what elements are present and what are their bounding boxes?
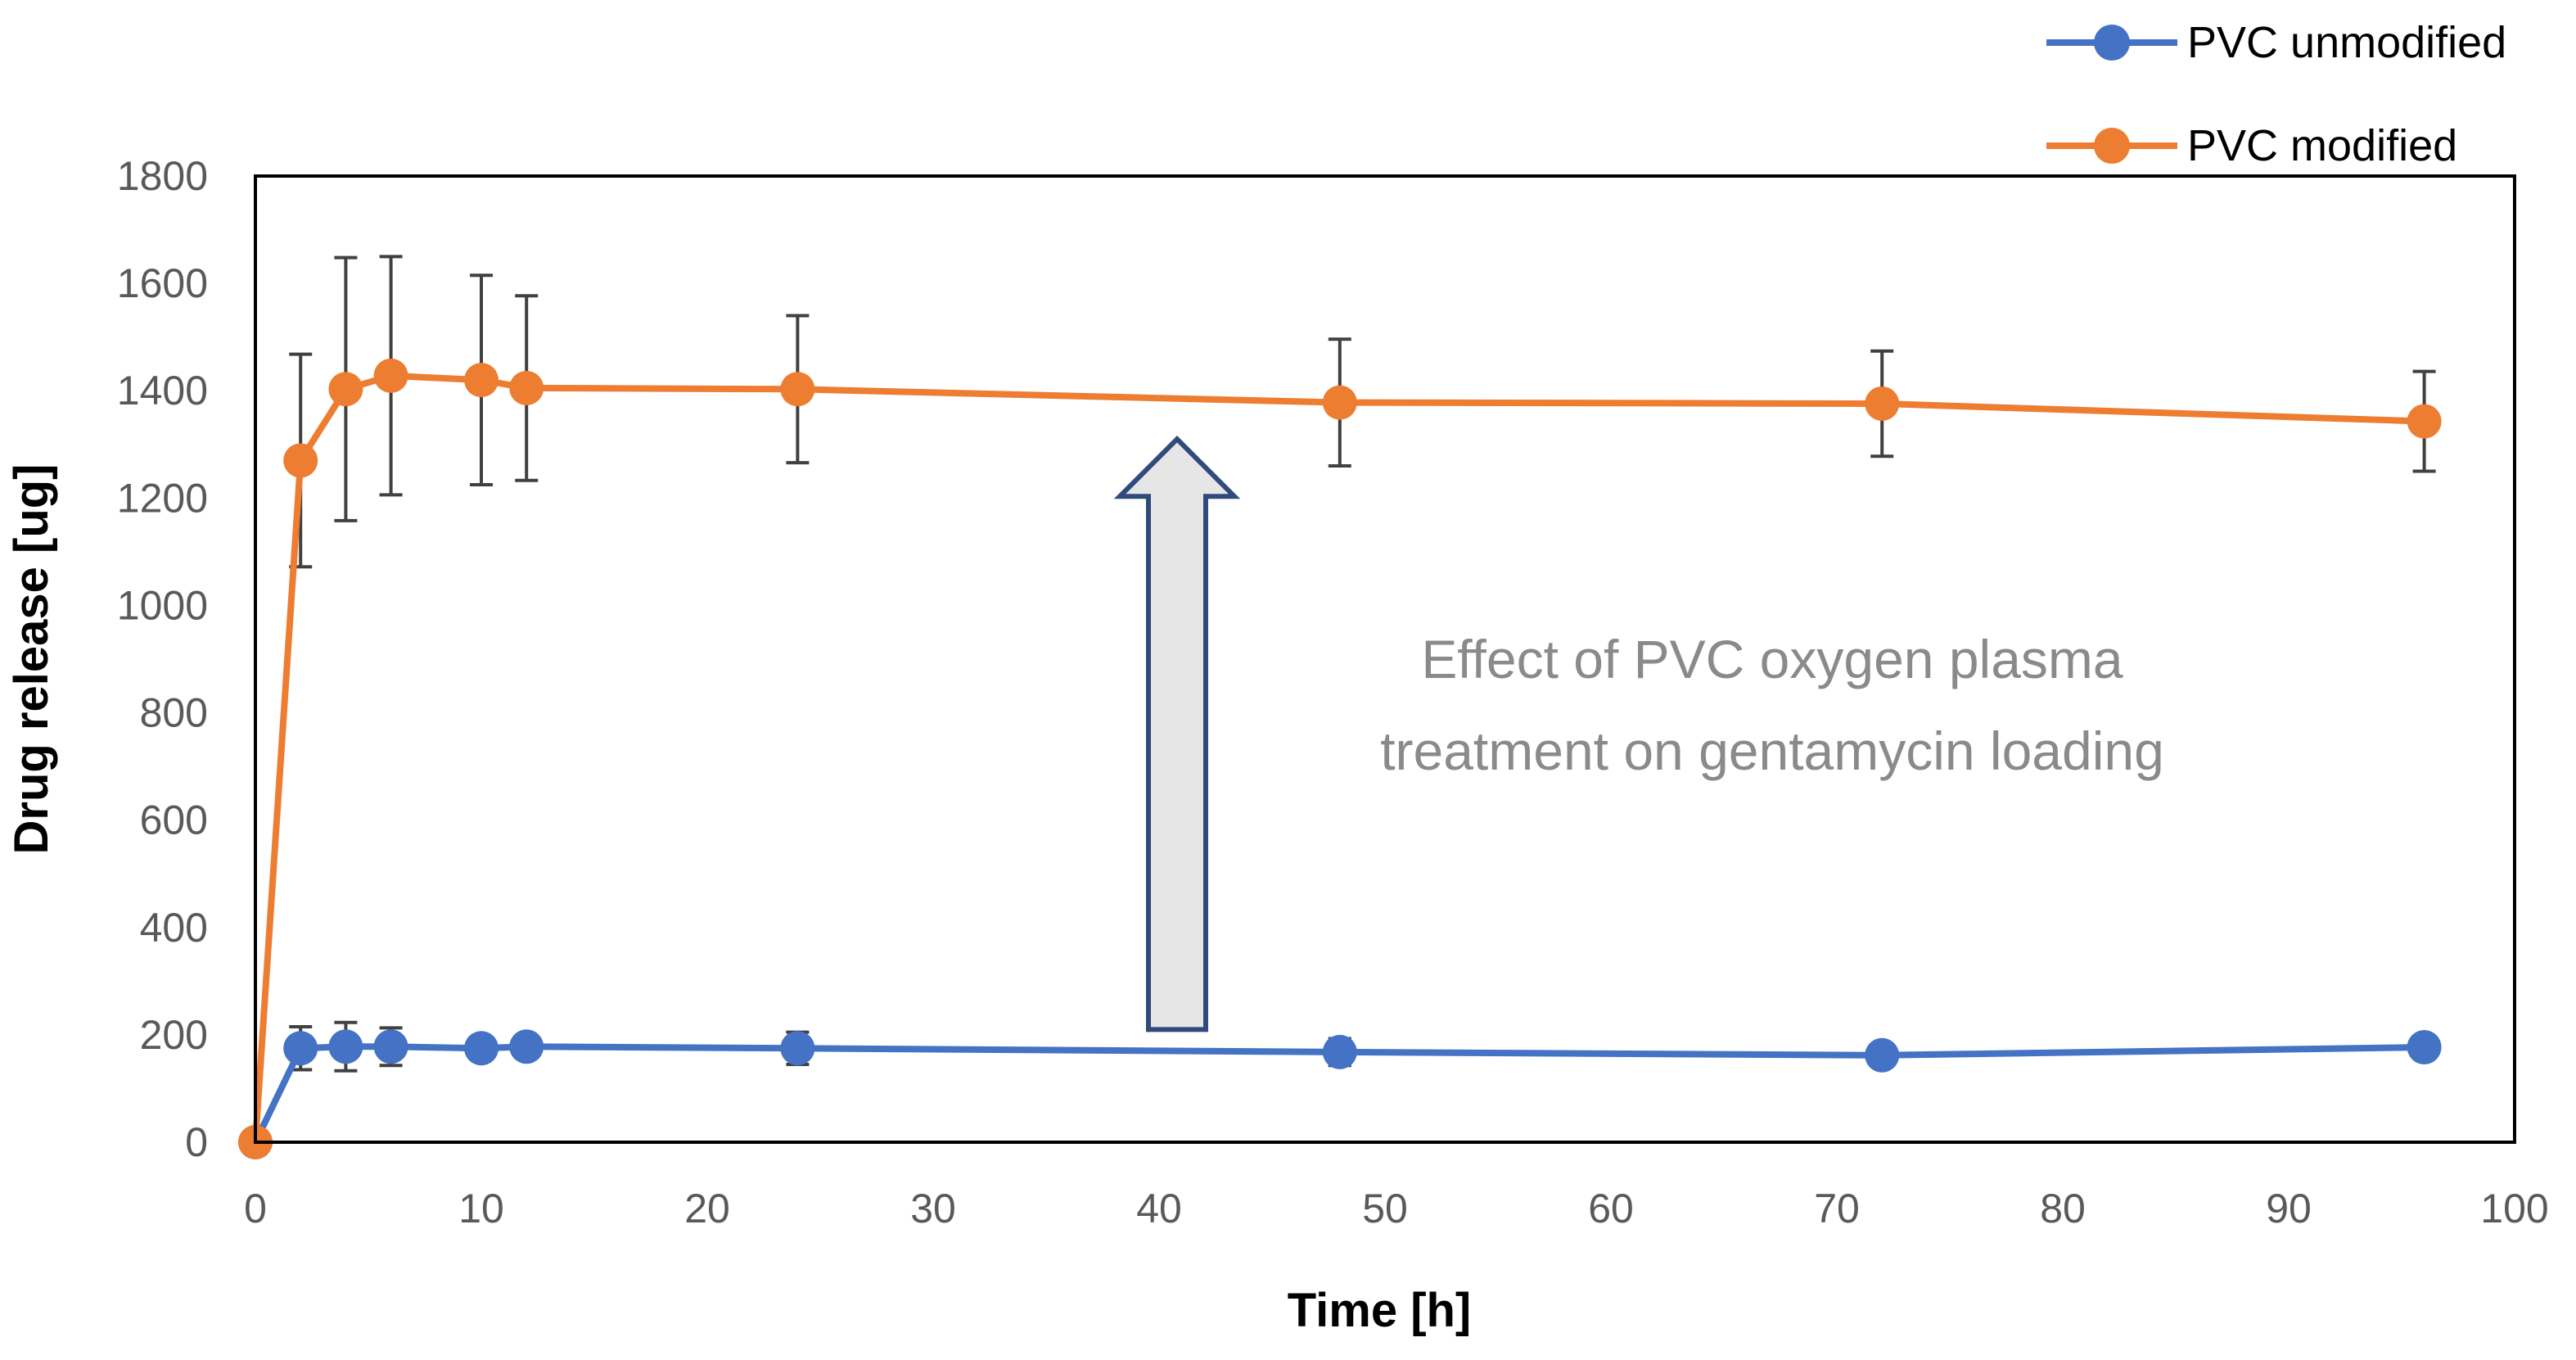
- data-point-unmodified: [1322, 1034, 1357, 1069]
- x-tick-label: 100: [2480, 1186, 2548, 1231]
- data-point-unmodified: [509, 1029, 544, 1064]
- data-point-modified: [328, 372, 363, 407]
- data-point-modified: [2407, 404, 2442, 439]
- x-tick-label: 20: [684, 1186, 730, 1231]
- legend-item-modified: PVC modified: [2046, 121, 2457, 170]
- x-tick-labels: 0 10 20 30 40 50 60 70 80 90 100: [244, 1186, 2549, 1231]
- legend-item-unmodified: PVC unmodified: [2046, 18, 2506, 67]
- x-tick-label: 50: [1362, 1186, 1408, 1231]
- y-tick-label: 1200: [117, 475, 208, 521]
- series-line-unmodified: [252, 1043, 2425, 1144]
- data-point-modified: [509, 370, 544, 405]
- data-point-modified: [283, 443, 318, 478]
- x-tick-label: 80: [2040, 1186, 2086, 1231]
- annotation-text-line-1: Effect of PVC oxygen plasma: [1421, 629, 2123, 689]
- legend-marker-unmodified: [2094, 25, 2130, 61]
- annotation-arrow-layer: [1113, 435, 1241, 1032]
- x-tick-label: 60: [1588, 1186, 1634, 1231]
- y-tick-labels: 0 200 400 600 800 1000 1200 1400 1600 1800: [117, 153, 208, 1165]
- x-tick-label: 70: [1814, 1186, 1860, 1231]
- x-tick-label: 40: [1136, 1186, 1182, 1231]
- y-tick-label: 400: [140, 905, 208, 951]
- y-tick-label: 1000: [117, 582, 208, 628]
- x-tick-label: 0: [244, 1186, 267, 1231]
- legend: PVC unmodified PVC modified: [2046, 18, 2506, 170]
- y-tick-label: 600: [140, 797, 208, 843]
- legend-marker-modified: [2094, 128, 2130, 164]
- data-point-modified: [1865, 386, 1900, 421]
- plot-area-frame: [254, 174, 2516, 1144]
- data-point-unmodified: [2407, 1029, 2442, 1064]
- x-tick-label: 30: [910, 1186, 956, 1231]
- legend-label-unmodified: PVC unmodified: [2187, 18, 2506, 67]
- data-point-unmodified: [1865, 1037, 1900, 1073]
- annotation-text-line-2: treatment on gentamycin loading: [1380, 721, 2164, 781]
- data-point-unmodified: [464, 1031, 499, 1066]
- data-point-modified: [1322, 385, 1357, 420]
- y-tick-label: 1600: [117, 260, 208, 306]
- data-point-unmodified: [373, 1029, 408, 1064]
- series-layer: [238, 255, 2442, 1159]
- data-point-unmodified: [780, 1031, 815, 1066]
- series-modified: [238, 255, 2442, 1159]
- data-point-modified: [373, 358, 408, 393]
- y-tick-label: 800: [140, 690, 208, 736]
- y-tick-label: 1800: [117, 153, 208, 199]
- x-axis-title: Time [h]: [1288, 1284, 1472, 1337]
- data-point-modified: [464, 363, 499, 398]
- series-line-modified: [252, 372, 2425, 1143]
- series-unmodified: [238, 1020, 2442, 1159]
- y-tick-label: 1400: [117, 368, 208, 413]
- data-point-unmodified: [328, 1029, 363, 1064]
- annotation-arrow: [1113, 435, 1241, 1032]
- x-tick-label: 10: [458, 1186, 504, 1231]
- legend-label-modified: PVC modified: [2187, 121, 2457, 170]
- y-tick-label: 200: [140, 1012, 208, 1058]
- data-point-modified: [780, 372, 815, 407]
- y-tick-label: 0: [185, 1119, 208, 1165]
- x-tick-label: 90: [2266, 1186, 2312, 1231]
- y-axis-title: Drug release [ug]: [5, 464, 58, 855]
- data-point-unmodified: [283, 1031, 318, 1066]
